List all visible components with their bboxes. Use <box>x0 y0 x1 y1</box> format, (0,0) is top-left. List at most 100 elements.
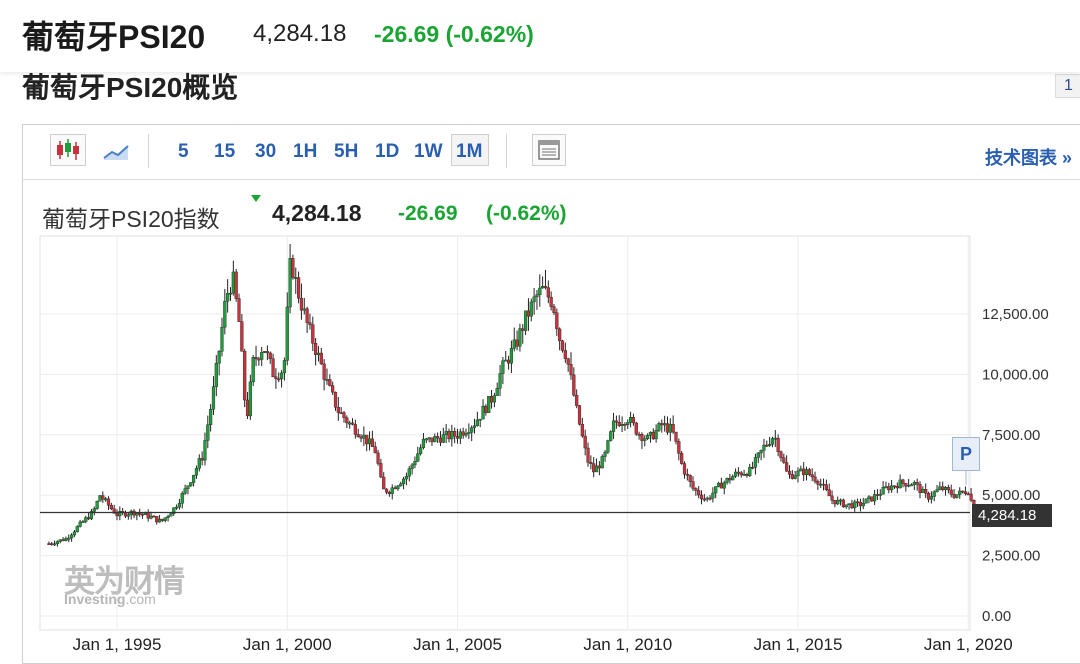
candle-body <box>174 506 179 509</box>
candle-body <box>413 461 417 466</box>
candle-body <box>186 485 190 489</box>
candle-body <box>768 444 772 446</box>
candle-body <box>260 352 264 360</box>
candle-body <box>450 431 454 440</box>
candle-body <box>634 422 638 435</box>
candlestick-chart-button[interactable] <box>50 134 86 166</box>
candle-body <box>756 452 760 458</box>
candle-body <box>836 499 840 505</box>
candle-body <box>367 438 372 445</box>
line-chart-button[interactable] <box>98 136 134 166</box>
candle-body <box>731 476 735 481</box>
candle-body <box>521 328 525 331</box>
candle-body <box>421 438 426 448</box>
interval-5[interactable]: 5 <box>178 141 189 162</box>
candle-body <box>907 484 911 487</box>
candle-body <box>779 451 783 458</box>
candle-body <box>200 458 204 461</box>
candle-body <box>302 308 306 311</box>
candle-body <box>359 436 363 439</box>
candle-body <box>943 487 948 490</box>
candle-body <box>719 482 723 489</box>
candle-body <box>560 340 565 351</box>
candle-body <box>373 446 377 454</box>
candle-body <box>810 474 814 478</box>
candle-body <box>563 350 567 359</box>
candle-body <box>172 507 176 514</box>
interval-30[interactable]: 30 <box>255 141 277 162</box>
side-badge[interactable]: 1 <box>1055 74 1080 98</box>
candle-body <box>470 427 474 433</box>
candle-body <box>217 350 221 364</box>
candle-body <box>654 430 658 440</box>
candle-body <box>787 471 792 475</box>
candle-body <box>279 372 284 380</box>
candle-body <box>226 293 230 302</box>
candle-body <box>274 376 278 379</box>
y-tick-label: 0.00 <box>982 608 1011 625</box>
interval-1d[interactable]: 1D <box>375 141 400 162</box>
candle-body <box>921 489 925 493</box>
candle-body <box>339 412 343 414</box>
candle-body <box>265 351 269 354</box>
candle-body <box>203 440 207 461</box>
candle-body <box>348 422 352 425</box>
candle-body <box>183 488 187 494</box>
candle-body <box>802 468 806 476</box>
interval-1h[interactable]: 1H <box>293 141 318 162</box>
candle-body <box>365 434 369 445</box>
candle-body <box>702 498 706 501</box>
candle-body <box>952 494 956 498</box>
candle-body <box>78 521 82 527</box>
candle-body <box>753 457 758 468</box>
candle-body <box>628 417 633 423</box>
candle-body <box>243 350 247 401</box>
candle-body <box>52 543 57 546</box>
candle-body <box>72 531 77 536</box>
interval-15[interactable]: 15 <box>214 141 236 162</box>
p-marker[interactable]: P <box>952 437 980 471</box>
candle-body <box>234 271 238 299</box>
candle-body <box>404 476 409 480</box>
candle-body <box>251 357 255 383</box>
candle-body <box>228 292 233 295</box>
candle-body <box>958 490 962 495</box>
candle-body <box>345 417 349 424</box>
candle-body <box>458 431 462 439</box>
interval-1w[interactable]: 1W <box>414 141 443 162</box>
candle-body <box>356 434 360 437</box>
candle-body <box>288 258 292 308</box>
candle-body <box>314 343 318 355</box>
candle-body <box>751 466 755 469</box>
candle-body <box>109 505 113 510</box>
candle-body <box>569 363 573 376</box>
candle-body <box>506 359 511 364</box>
candle-body <box>115 512 119 517</box>
candle-body <box>680 453 684 464</box>
candle-body <box>75 526 79 533</box>
candle-body <box>799 468 803 472</box>
candle-body <box>87 517 91 520</box>
candle-body <box>67 537 71 540</box>
interval-1m-selected[interactable]: 1M <box>451 134 489 166</box>
candle-body <box>819 483 823 486</box>
candle-body <box>101 495 105 500</box>
candle-body <box>915 482 919 485</box>
interval-5h[interactable]: 5H <box>334 141 359 162</box>
candle-body <box>592 463 596 473</box>
candle-body <box>844 504 848 508</box>
candle-body <box>231 271 235 294</box>
y-tick-label: 10,000.00 <box>982 366 1049 383</box>
candle-body <box>617 422 621 426</box>
candle-body <box>197 458 201 469</box>
candle-body <box>776 437 780 452</box>
table-view-button[interactable] <box>532 134 566 166</box>
candle-body <box>132 510 136 516</box>
technical-chart-link[interactable]: 技术图表 » <box>985 148 1073 168</box>
candle-body <box>152 515 156 518</box>
candle-body <box>515 339 519 347</box>
candle-body <box>861 503 865 507</box>
candle-body <box>549 296 553 307</box>
candle-body <box>663 423 667 426</box>
